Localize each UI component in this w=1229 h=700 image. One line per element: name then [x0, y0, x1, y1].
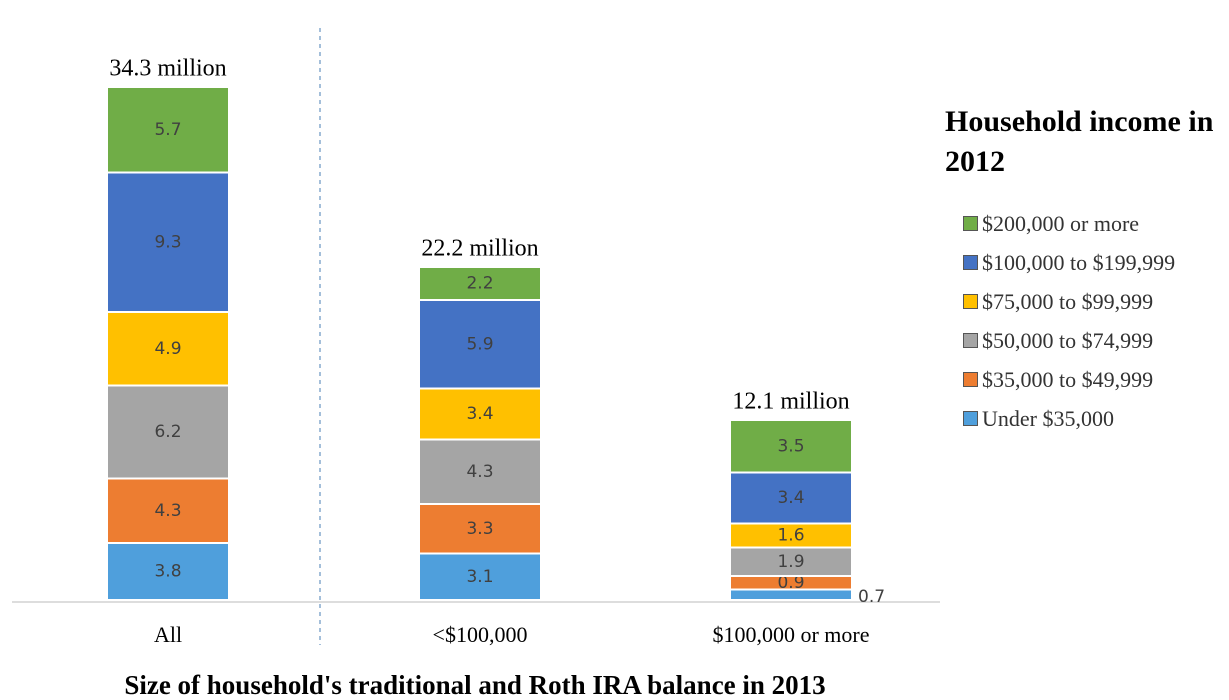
data-label: 5.9 [466, 334, 493, 354]
legend-swatch [963, 333, 978, 348]
legend-item: $35,000 to $49,999 [945, 360, 1225, 399]
bar-segment [106, 542, 230, 601]
data-label: 3.4 [777, 488, 804, 508]
legend: Household income in 2012 $200,000 or mor… [945, 102, 1225, 438]
x-tick-label: <$100,000 [433, 622, 528, 647]
legend-label: $200,000 or more [982, 210, 1140, 236]
legend-item: Under $35,000 [945, 399, 1225, 438]
legend-label: $50,000 to $74,999 [982, 327, 1154, 353]
bar-segment [418, 552, 542, 601]
data-label: 1.6 [777, 526, 804, 546]
x-axis-title: Size of household's traditional and Roth… [124, 670, 825, 700]
legend-swatch [963, 255, 978, 270]
bar-segment [729, 522, 853, 549]
bar-segment [106, 477, 230, 544]
data-label: 3.1 [466, 567, 493, 587]
bar-segment [418, 299, 542, 390]
legend-label: Under $35,000 [982, 405, 1114, 431]
data-label: 4.3 [466, 462, 493, 482]
legend-item: $100,000 to $199,999 [945, 243, 1225, 282]
bar-segment [106, 171, 230, 313]
x-tick-label: $100,000 or more [712, 622, 869, 647]
data-label: 2.2 [466, 274, 493, 294]
data-label: 9.3 [154, 232, 181, 252]
legend-swatch [963, 372, 978, 387]
bar-segment [418, 438, 542, 505]
bar-segment [729, 471, 853, 525]
total-label: 12.1 million [732, 389, 849, 415]
legend-title: Household income in 2012 [945, 105, 1214, 178]
data-label: 3.4 [466, 404, 493, 424]
data-label: 3.5 [777, 436, 804, 456]
data-label: 0.9 [777, 573, 804, 593]
data-label: 4.9 [154, 339, 181, 359]
data-label: 1.9 [777, 552, 804, 572]
data-label: 0.7 [858, 587, 885, 607]
legend-label: $100,000 to $199,999 [982, 249, 1176, 275]
legend-item: $75,000 to $99,999 [945, 282, 1225, 321]
bar-segment [418, 266, 542, 301]
x-tick-label: All [154, 622, 182, 647]
data-label: 6.2 [154, 422, 181, 442]
data-label: 4.3 [154, 501, 181, 521]
legend-swatch [963, 294, 978, 309]
legend-swatch [963, 216, 978, 231]
bar-segment [729, 419, 853, 474]
legend-item: $50,000 to $74,999 [945, 321, 1225, 360]
legend-label: $75,000 to $99,999 [982, 288, 1154, 314]
legend-item: $200,000 or more [945, 204, 1225, 243]
bar-segment [106, 86, 230, 174]
data-label: 3.3 [466, 519, 493, 539]
bar-segment [729, 546, 853, 577]
data-label: 3.8 [154, 562, 181, 582]
legend-label: $35,000 to $49,999 [982, 366, 1154, 392]
total-label: 34.3 million [109, 56, 226, 82]
legend-swatch [963, 411, 978, 426]
data-label: 5.7 [154, 120, 181, 140]
total-label: 22.2 million [421, 236, 538, 262]
